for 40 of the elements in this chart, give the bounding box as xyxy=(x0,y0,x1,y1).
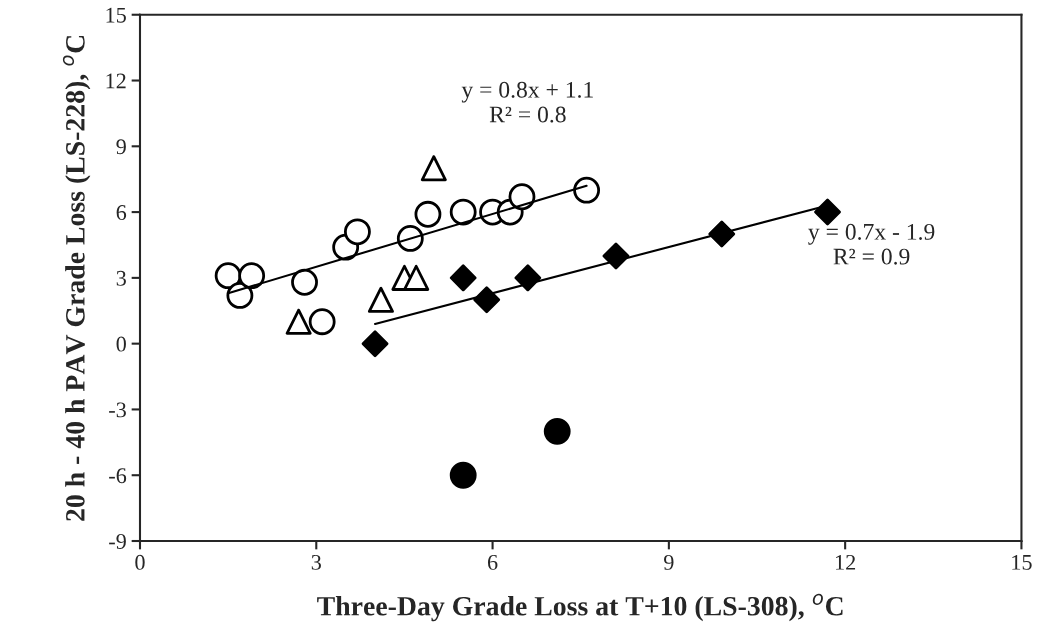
point xyxy=(414,200,442,228)
point xyxy=(473,286,501,314)
y-tick-label: 12 xyxy=(106,73,126,89)
y-tick-label: 6 xyxy=(116,205,127,221)
y-tick-label: 9 xyxy=(116,139,126,155)
point xyxy=(449,198,477,226)
x-axis-title: Three-Day Grade Loss at T+10 (LS-308), $^{o}$C xyxy=(317,593,843,622)
point xyxy=(449,264,477,292)
point xyxy=(367,286,394,313)
y-tick-label: -9 xyxy=(109,534,126,549)
point xyxy=(814,198,841,226)
y-axis-title: 20 h - 40 h PAV Grade Loss (LS-228), $^{o}$C xyxy=(62,35,91,521)
y-tick-label: -3 xyxy=(109,402,126,418)
point xyxy=(449,461,477,489)
x-tick-label: 15 xyxy=(1012,554,1032,570)
y-tick-label: 3 xyxy=(116,270,126,286)
annotation: y = 0.8x + 1.1 R² = 0.8 xyxy=(461,81,593,123)
x-tick-label: 9 xyxy=(664,554,674,570)
annotation: y = 0.7x - 1.9 R² = 0.9 xyxy=(808,223,935,265)
point xyxy=(602,242,630,270)
point xyxy=(285,308,312,335)
y-tick-label: -6 xyxy=(109,468,127,484)
point xyxy=(361,330,389,358)
point xyxy=(403,264,430,291)
point xyxy=(344,218,371,246)
point xyxy=(291,268,318,296)
point xyxy=(514,264,542,292)
y-tick-label: 15 xyxy=(106,7,126,23)
point xyxy=(238,262,266,290)
y-tick-label: 0 xyxy=(116,336,126,352)
point xyxy=(214,262,242,290)
point xyxy=(543,417,571,445)
x-tick-label: 0 xyxy=(135,554,145,570)
point xyxy=(508,183,536,211)
x-tick-label: 12 xyxy=(836,554,856,570)
point xyxy=(308,308,336,336)
point xyxy=(573,176,601,204)
point xyxy=(420,155,447,182)
x-tick-label: 6 xyxy=(487,554,498,570)
x-tick-label: 3 xyxy=(311,554,321,570)
